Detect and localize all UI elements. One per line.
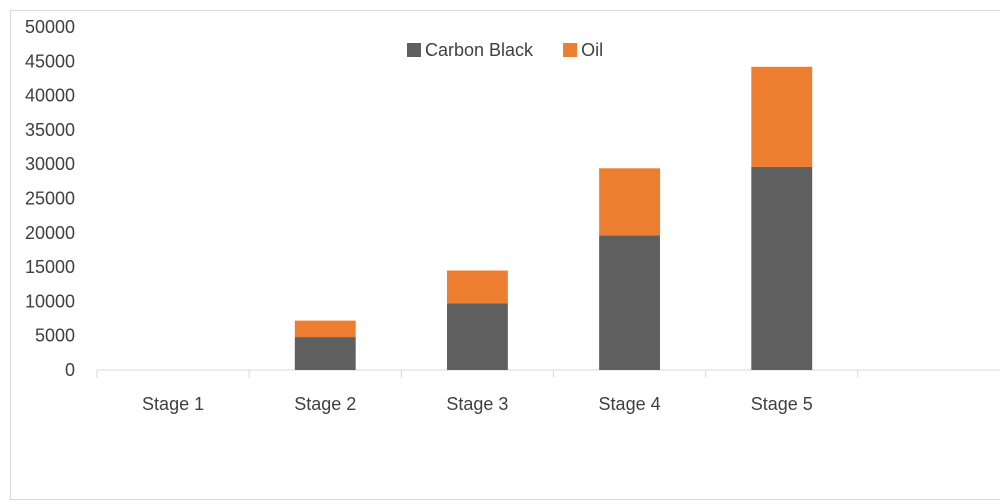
- bar-carbon-black-2: [294, 337, 356, 370]
- legend-label-carbon-black: Carbon Black: [425, 40, 534, 60]
- x-tick-label-3: Stage 3: [446, 394, 508, 414]
- bar-carbon-black-3: [446, 303, 508, 370]
- x-tick-label-2: Stage 2: [294, 394, 356, 414]
- legend: Carbon Black Oil: [407, 40, 603, 60]
- y-tick-label-7: 35000: [25, 120, 75, 140]
- y-tick-label-4: 20000: [25, 223, 75, 243]
- y-tick-label-5: 25000: [25, 189, 75, 209]
- x-axis-tick-labels: Stage 1 Stage 2 Stage 3 Stage 4 Stage 5: [142, 394, 813, 414]
- legend-label-oil: Oil: [581, 40, 603, 60]
- bar-carbon-black-4: [599, 235, 661, 370]
- x-axis: [96, 369, 1000, 378]
- y-tick-label-8: 40000: [25, 86, 75, 106]
- x-tick-label-1: Stage 1: [142, 394, 204, 414]
- y-tick-label-2: 10000: [25, 291, 75, 311]
- bar-oil-4: [599, 168, 661, 236]
- bar-oil-3: [446, 270, 508, 304]
- bar-oil-2: [294, 320, 356, 338]
- y-tick-label-3: 15000: [25, 257, 75, 277]
- x-tick-label-5: Stage 5: [751, 394, 813, 414]
- bar-carbon-black-5: [751, 166, 813, 370]
- y-axis-tick-labels: 0 5000 10000 15000 20000 25000 30000 35000 40000…: [25, 17, 75, 380]
- x-tick-label-4: Stage 4: [599, 394, 661, 414]
- y-tick-label-9: 45000: [25, 51, 75, 71]
- legend-swatch-carbon-black: [407, 43, 421, 57]
- stacked-bar-chart: 0 5000 10000 15000 20000 25000 30000 35000 40000…: [25, 17, 1000, 414]
- y-tick-label-6: 30000: [25, 154, 75, 174]
- bar-oil-5: [751, 66, 813, 167]
- y-tick-label-10: 50000: [25, 17, 75, 37]
- y-tick-label-1: 5000: [35, 326, 75, 346]
- legend-swatch-oil: [563, 43, 578, 57]
- y-tick-label-0: 0: [65, 360, 75, 380]
- bars: [294, 66, 813, 370]
